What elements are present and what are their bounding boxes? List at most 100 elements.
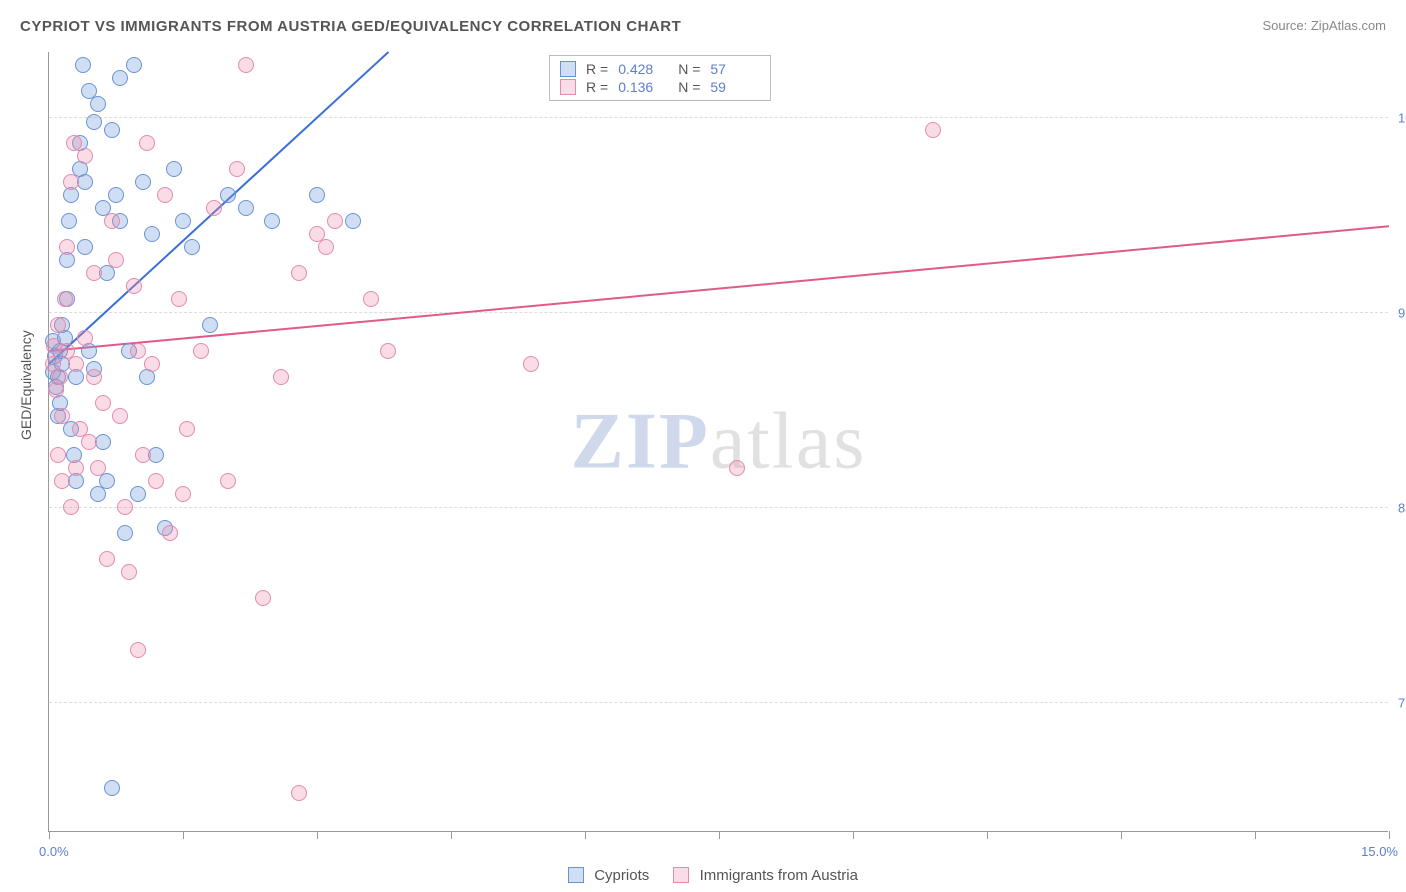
data-point-b (157, 187, 173, 203)
data-point-b (86, 265, 102, 281)
data-point-b (50, 447, 66, 463)
data-point-b (95, 395, 111, 411)
data-point-b (57, 291, 73, 307)
chart-title: CYPRIOT VS IMMIGRANTS FROM AUSTRIA GED/E… (20, 18, 681, 35)
data-point-b (291, 785, 307, 801)
data-point-b (139, 135, 155, 151)
data-point-b (108, 252, 124, 268)
data-point-b (729, 460, 745, 476)
data-point-b (52, 369, 68, 385)
data-point-a (130, 486, 146, 502)
data-point-b (104, 213, 120, 229)
data-point-a (166, 161, 182, 177)
x-tick (853, 831, 854, 839)
data-point-b (90, 460, 106, 476)
data-point-b (54, 473, 70, 489)
legend-label-b: Immigrants from Austria (700, 867, 858, 884)
x-tick (451, 831, 452, 839)
data-point-b (206, 200, 222, 216)
data-point-a (135, 174, 151, 190)
data-point-b (179, 421, 195, 437)
y-axis-label: 100.0% (1394, 111, 1406, 126)
x-tick (317, 831, 318, 839)
data-point-a (104, 780, 120, 796)
data-point-b (255, 590, 271, 606)
y-axis-label: 92.5% (1394, 306, 1406, 321)
y-axis-title: GED/Equivalency (18, 330, 34, 440)
data-point-b (162, 525, 178, 541)
data-point-b (130, 642, 146, 658)
data-point-a (175, 213, 191, 229)
data-point-b (50, 317, 66, 333)
data-point-b (86, 369, 102, 385)
data-point-b (81, 434, 97, 450)
data-point-b (117, 499, 133, 515)
data-point-a (126, 57, 142, 73)
x-tick (719, 831, 720, 839)
data-point-b (121, 564, 137, 580)
data-point-b (291, 265, 307, 281)
data-point-b (523, 356, 539, 372)
data-point-a (309, 187, 325, 203)
data-point-a (238, 200, 254, 216)
data-point-a (104, 122, 120, 138)
data-point-a (90, 96, 106, 112)
series-legend: Cypriots Immigrants from Austria (0, 867, 1406, 884)
x-tick (1255, 831, 1256, 839)
data-point-a (108, 187, 124, 203)
data-point-b (318, 239, 334, 255)
x-axis-max-label: 15.0% (1361, 844, 1398, 859)
data-point-a (202, 317, 218, 333)
legend-label-a: Cypriots (594, 867, 649, 884)
y-axis-label: 85.0% (1394, 501, 1406, 516)
data-point-b (77, 330, 93, 346)
data-point-b (112, 408, 128, 424)
data-point-a (144, 226, 160, 242)
data-point-b (229, 161, 245, 177)
data-point-b (171, 291, 187, 307)
data-point-b (54, 408, 70, 424)
data-point-b (327, 213, 343, 229)
data-point-b (63, 499, 79, 515)
data-point-a (112, 70, 128, 86)
x-tick (1389, 831, 1390, 839)
legend-swatch-b-icon (673, 867, 689, 883)
data-point-b (925, 122, 941, 138)
data-point-a (220, 187, 236, 203)
data-point-b (175, 486, 191, 502)
data-point-b (273, 369, 289, 385)
data-point-a (75, 57, 91, 73)
x-tick (585, 831, 586, 839)
data-point-b (63, 174, 79, 190)
x-tick (1121, 831, 1122, 839)
data-point-b (126, 278, 142, 294)
data-point-a (77, 239, 93, 255)
data-point-a (264, 213, 280, 229)
data-point-b (68, 356, 84, 372)
data-point-a (99, 473, 115, 489)
trendlines (49, 52, 1389, 832)
data-point-b (77, 148, 93, 164)
data-point-a (61, 213, 77, 229)
data-point-b (68, 460, 84, 476)
data-point-b (144, 356, 160, 372)
data-point-b (59, 239, 75, 255)
y-axis-label: 77.5% (1394, 696, 1406, 711)
data-point-b (380, 343, 396, 359)
data-point-b (148, 473, 164, 489)
data-point-b (130, 343, 146, 359)
data-point-b (363, 291, 379, 307)
x-axis-min-label: 0.0% (39, 844, 69, 859)
legend-swatch-a-icon (568, 867, 584, 883)
data-point-b (220, 473, 236, 489)
x-tick (49, 831, 50, 839)
source-attribution: Source: ZipAtlas.com (1262, 18, 1386, 33)
data-point-a (184, 239, 200, 255)
x-tick (183, 831, 184, 839)
data-point-a (345, 213, 361, 229)
data-point-b (99, 551, 115, 567)
data-point-b (238, 57, 254, 73)
x-tick (987, 831, 988, 839)
plot-area: ZIPatlas R = 0.428 N = 57 R = 0.136 N = … (48, 52, 1388, 832)
data-point-b (193, 343, 209, 359)
